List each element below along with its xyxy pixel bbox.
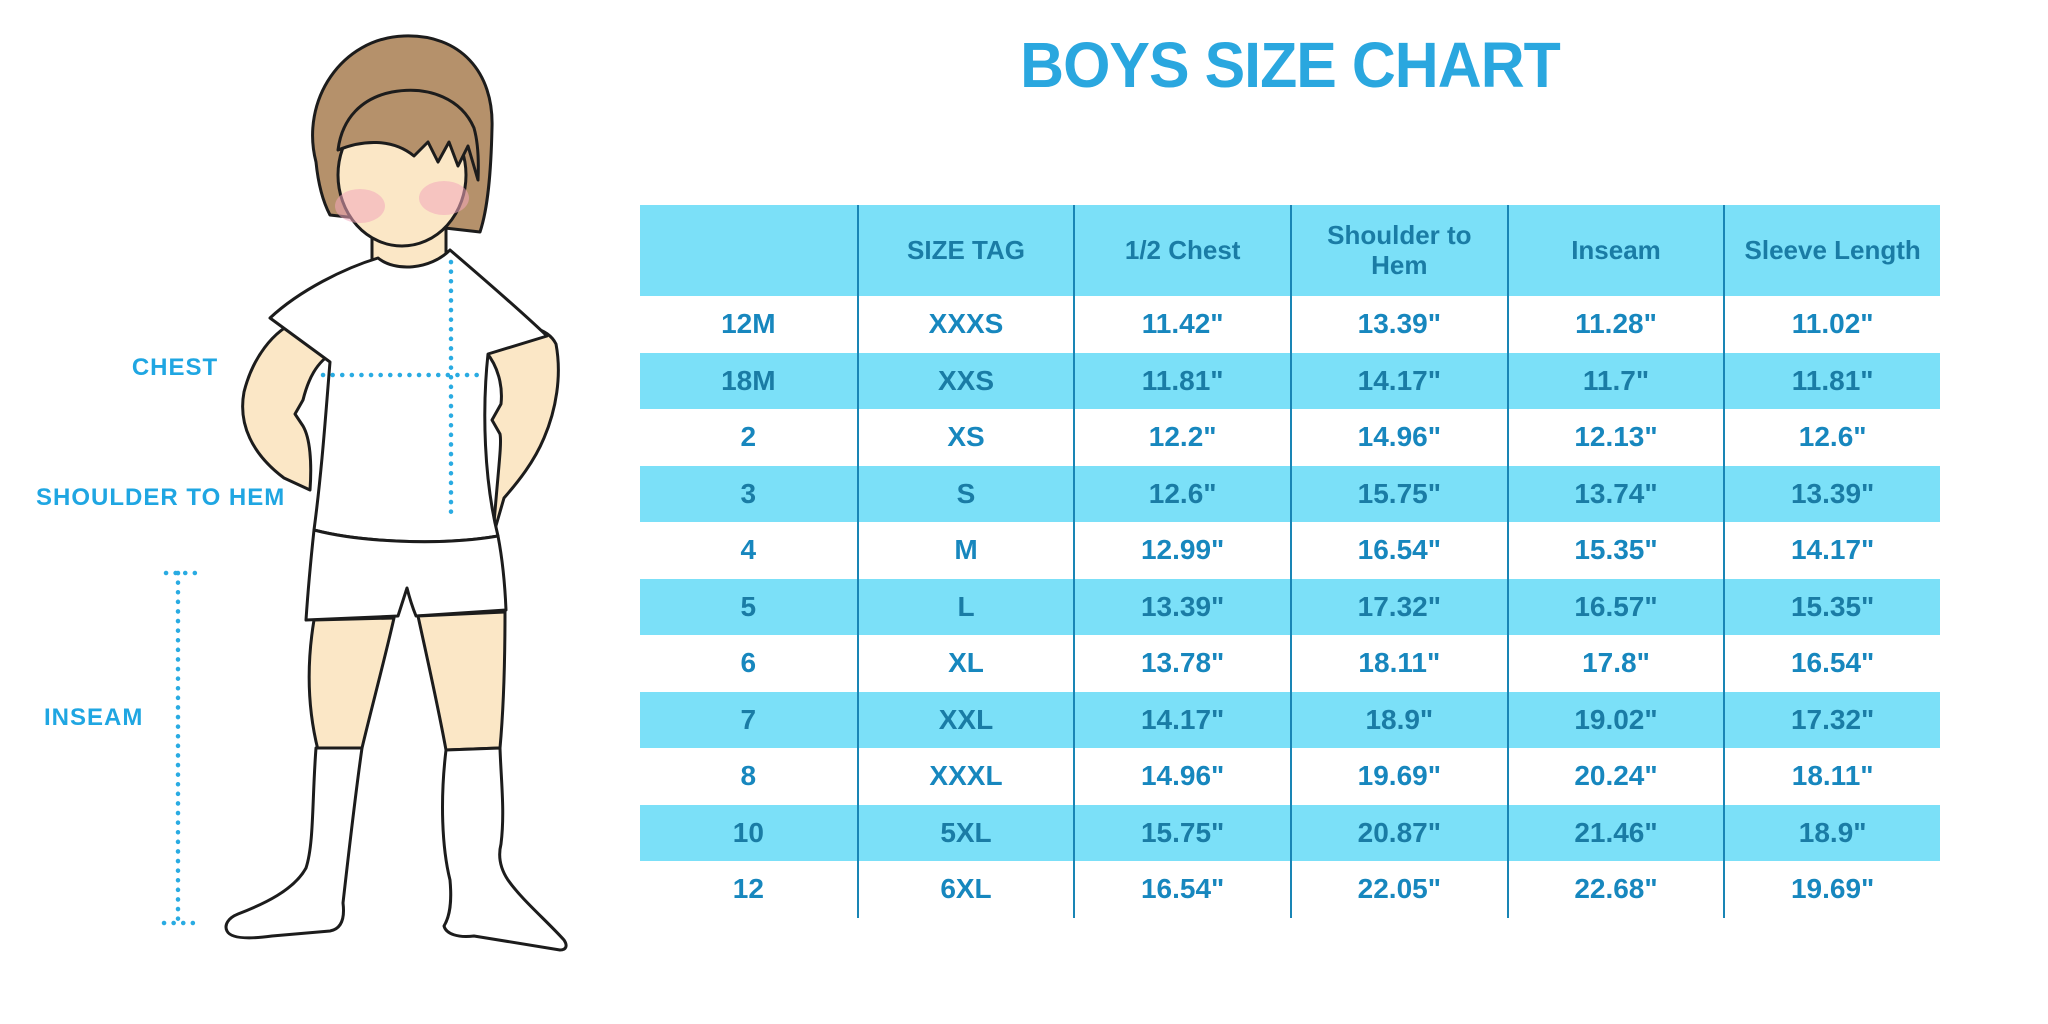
table-cell: 16.54": [1290, 522, 1507, 579]
table-cell: 21.46": [1506, 804, 1724, 861]
table-cell: 12.13": [1506, 409, 1724, 466]
table-cell: 14.17": [1073, 691, 1290, 748]
row-label: 6: [640, 635, 857, 692]
table-cell: 18.11": [1723, 748, 1940, 805]
table-cell: M: [856, 522, 1074, 579]
table-cell: 11.81": [1723, 352, 1940, 409]
boy-right-sock: [441, 746, 568, 952]
table-cell: 13.39": [1723, 465, 1940, 522]
table-cell: 17.32": [1723, 691, 1940, 748]
row-label: 10: [640, 804, 857, 861]
table-cell: XXXL: [856, 748, 1074, 805]
table-cell: 15.35": [1723, 578, 1940, 635]
header-cell-shoulder-to-hem: Shoulder to Hem: [1290, 205, 1507, 296]
boy-measurement-illustration: [161, 34, 568, 952]
table-cell: 18.11": [1290, 635, 1507, 692]
table-cell: XXXS: [856, 296, 1074, 353]
row-label: 5: [640, 578, 857, 635]
page-title: BOYS SIZE CHART: [1020, 29, 1561, 101]
table-cell: 13.39": [1073, 578, 1290, 635]
table-cell: 11.02": [1723, 296, 1940, 353]
header-cell-size-tag: SIZE TAG: [856, 205, 1074, 296]
shoulder-to-hem-label: SHOULDER TO HEM: [36, 484, 286, 511]
table-cell: 16.54": [1073, 861, 1290, 918]
table-cell: 12.2": [1073, 409, 1290, 466]
table-cell: 18.9": [1290, 691, 1507, 748]
table-cell: 19.69": [1723, 861, 1940, 918]
boy-left-sock: [224, 746, 364, 940]
table-cell: XS: [856, 409, 1074, 466]
table-cell: 20.87": [1290, 804, 1507, 861]
row-label: 12: [640, 861, 857, 918]
table-cell: 5XL: [856, 804, 1074, 861]
table-cell: XXL: [856, 691, 1074, 748]
table-cell: 12.6": [1073, 465, 1290, 522]
header-cell-sleeve-length: Sleeve Length: [1723, 205, 1940, 296]
row-label: 8: [640, 748, 857, 805]
size-chart-table: SIZE TAG 1/2 Chest Shoulder to Hem Insea…: [640, 205, 1940, 918]
table-cell: 14.96": [1290, 409, 1507, 466]
table-cell: 22.05": [1290, 861, 1507, 918]
chest-label: CHEST: [131, 354, 219, 381]
table-cell: 13.74": [1506, 465, 1724, 522]
table-cell: 14.17": [1290, 352, 1507, 409]
boy-right-leg: [416, 610, 507, 752]
header-cell-blank: [640, 205, 857, 296]
table-cell: 11.28": [1506, 296, 1724, 353]
table-cell: 11.81": [1073, 352, 1290, 409]
boy-right-arm: [484, 325, 560, 538]
row-label: 12M: [640, 296, 857, 353]
header-cell-inseam: Inseam: [1506, 205, 1724, 296]
table-cell: 16.57": [1506, 578, 1724, 635]
table-cell: 15.75": [1290, 465, 1507, 522]
table-cell: 17.32": [1290, 578, 1507, 635]
row-label: 18M: [640, 352, 857, 409]
table-cell: S: [856, 465, 1074, 522]
table-cell: 13.39": [1290, 296, 1507, 353]
table-cell: 16.54": [1723, 635, 1940, 692]
inseam-label: INSEAM: [44, 704, 144, 731]
table-cell: 12.6": [1723, 409, 1940, 466]
table-cell: 13.78": [1073, 635, 1290, 692]
table-cell: XXS: [856, 352, 1074, 409]
table-cell: 17.8": [1506, 635, 1724, 692]
boy-left-arm: [241, 318, 336, 492]
table-cell: 12.99": [1073, 522, 1290, 579]
table-cell: L: [856, 578, 1074, 635]
table-cell: 19.69": [1290, 748, 1507, 805]
table-cell: 18.9": [1723, 804, 1940, 861]
boy-blush-right: [419, 181, 469, 215]
boy-hair-fringe: [336, 88, 480, 182]
row-label: 3: [640, 465, 857, 522]
table-cell: 19.02": [1506, 691, 1724, 748]
boy-blush-left: [335, 189, 385, 223]
table-cell: 11.7": [1506, 352, 1724, 409]
boy-shorts: [304, 528, 508, 622]
table-cell: 14.17": [1723, 522, 1940, 579]
table-cell: 15.35": [1506, 522, 1724, 579]
table-cell: 6XL: [856, 861, 1074, 918]
table-cell: 11.42": [1073, 296, 1290, 353]
table-cell: 14.96": [1073, 748, 1290, 805]
table-cell: 22.68": [1506, 861, 1724, 918]
measurement-lines: [161, 259, 486, 926]
table-cell: XL: [856, 635, 1074, 692]
row-label: 4: [640, 522, 857, 579]
row-label: 7: [640, 691, 857, 748]
row-label: 2: [640, 409, 857, 466]
header-cell-half-chest: 1/2 Chest: [1073, 205, 1290, 296]
table-cell: 20.24": [1506, 748, 1724, 805]
boy-left-leg: [307, 616, 396, 752]
table-cell: 15.75": [1073, 804, 1290, 861]
